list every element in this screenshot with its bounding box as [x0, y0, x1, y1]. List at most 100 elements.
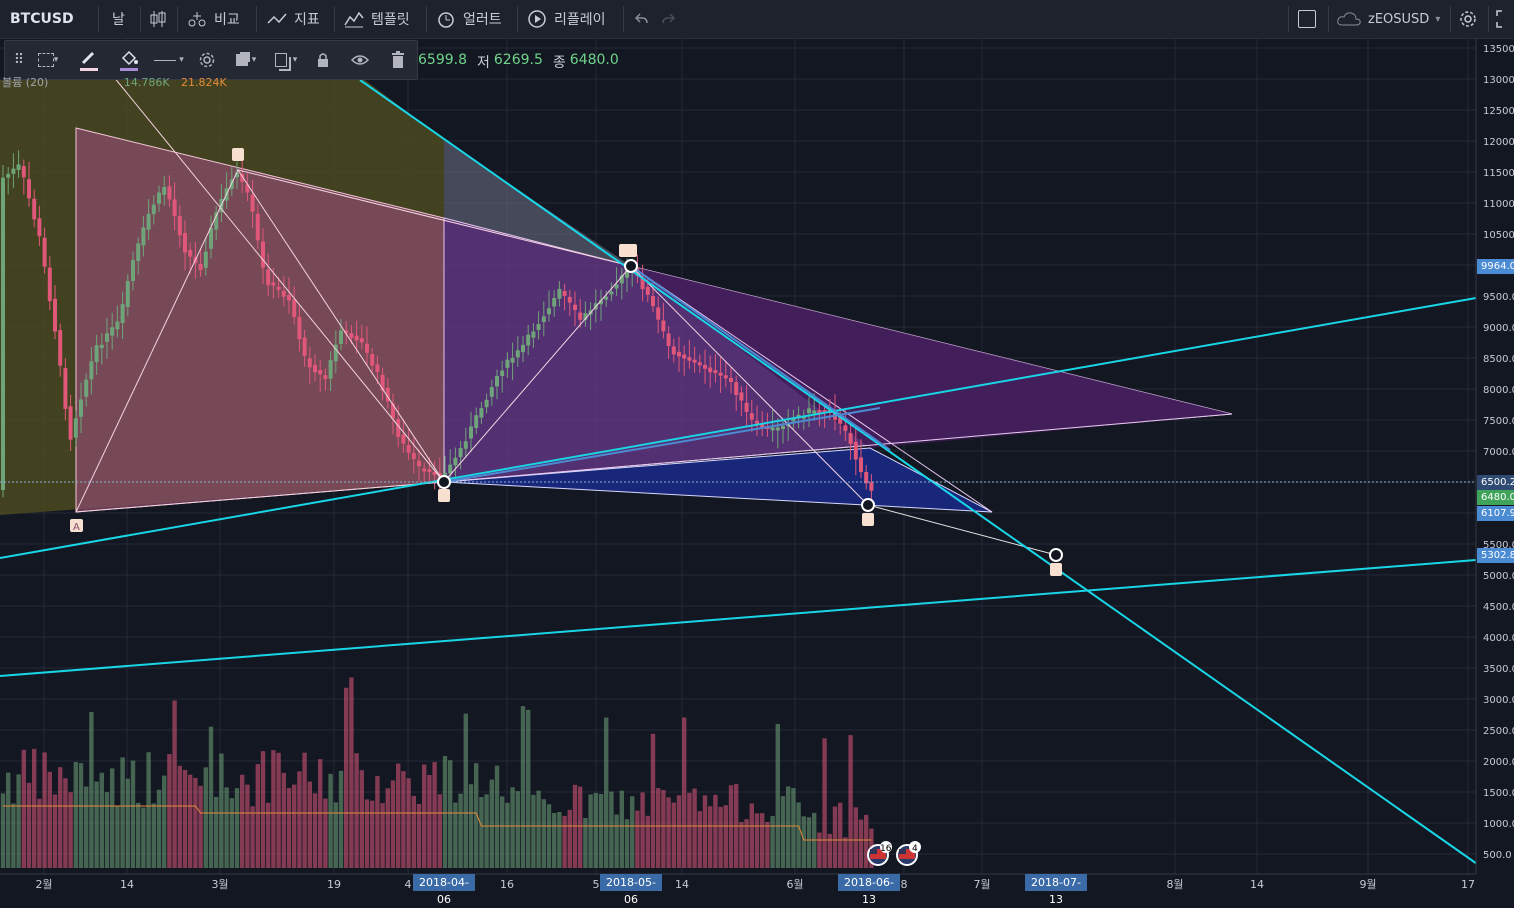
anchor-point-b[interactable]: [437, 475, 451, 489]
pattern-diagonal-3[interactable]: [99, 59, 445, 483]
layout-button[interactable]: [1298, 0, 1316, 38]
chevron-down-icon: ▾: [1435, 13, 1441, 25]
layout-square-icon: [1298, 10, 1316, 28]
compare-label: 비교: [214, 12, 240, 28]
trendline-blue-inner[interactable]: [443, 407, 881, 483]
settings-button[interactable]: [1458, 0, 1478, 38]
point-label-c: [619, 244, 637, 257]
time-tick-label: 16: [500, 878, 514, 891]
drawing-toolbar: ⠿ ▾ ▾ ▾ ▾: [4, 40, 418, 80]
clone-button[interactable]: ▾: [267, 41, 305, 79]
compare-symbol-button[interactable]: zEOSUSD ▾: [1336, 0, 1440, 38]
select-mode-button[interactable]: ▾: [29, 41, 67, 79]
redo-button[interactable]: [660, 0, 678, 38]
line-color-button[interactable]: [71, 41, 107, 79]
time-axis-ticks: 2월 14 3월 19 4 16 5 14 6월 8 7월 8월 14 9월 17: [35, 878, 1475, 891]
templates-button[interactable]: 템플릿: [343, 0, 410, 38]
triangle-edge-line[interactable]: [443, 413, 1233, 483]
fullscreen-icon: [1496, 10, 1502, 28]
trendline-cyan-lower[interactable]: [0, 559, 1477, 677]
price-tick-label: 7500.0: [1483, 416, 1514, 427]
alert-button[interactable]: 얼러트: [435, 0, 502, 38]
close-value: 6480.0: [569, 52, 619, 68]
copy-icon: [274, 53, 287, 67]
time-tick-label: 14: [120, 878, 134, 891]
settings-icon: [1460, 11, 1476, 27]
svg-text:16: 16: [880, 844, 892, 854]
point-label-a-box: [70, 519, 83, 532]
time-tick-label: 17: [1461, 878, 1475, 891]
replay-button[interactable]: 리플레이: [526, 0, 606, 38]
high-value: 6599.8: [418, 52, 467, 68]
compare-button[interactable]: 비교: [186, 0, 240, 38]
cloud-icon: [1337, 12, 1361, 26]
anchor-point-d[interactable]: [861, 498, 875, 512]
anchor-point-e[interactable]: [1049, 548, 1063, 562]
chart-type-button[interactable]: [148, 0, 168, 38]
anchor-point-c[interactable]: [624, 259, 638, 273]
layers-icon: [235, 54, 248, 66]
event-flag-2[interactable]: 4: [896, 841, 921, 866]
visual-order-button[interactable]: ▾: [227, 41, 265, 79]
line-style-button[interactable]: ▾: [149, 41, 189, 79]
trendline-cyan-upper[interactable]: [359, 79, 1481, 867]
ohlc-legend: 6599.8 저 6269.5 종 6480.0: [418, 52, 619, 72]
time-axis[interactable]: [0, 874, 1476, 898]
price-tick-label: 7000.0: [1483, 447, 1514, 458]
eye-icon: [351, 55, 369, 65]
price-tick-label: 12000.0: [1483, 137, 1514, 148]
lock-button[interactable]: [307, 41, 339, 79]
pattern-diagonal-1[interactable]: [75, 481, 445, 513]
undo-icon: [634, 13, 648, 24]
trendline-blue-down[interactable]: [630, 265, 891, 451]
time-tick-label: 9월: [1359, 878, 1376, 891]
point-label-b: [438, 489, 450, 502]
symbol-name[interactable]: BTCUSD: [10, 11, 74, 27]
price-tick-label: 11500.0: [1483, 168, 1514, 179]
undo-button[interactable]: [632, 0, 650, 38]
drag-handle[interactable]: ⠿: [13, 41, 25, 79]
price-tick-label: 500.0: [1483, 850, 1512, 861]
fill-color-button[interactable]: [111, 41, 147, 79]
price-tick-label: 9500.0: [1483, 292, 1514, 303]
price-tick-label: 4500.0: [1483, 602, 1514, 613]
delete-button[interactable]: [381, 41, 415, 79]
chevron-down-icon: ▾: [251, 55, 257, 65]
violet-triangle-drawing[interactable]: [631, 266, 1232, 448]
compare-symbol-label: zEOSUSD: [1368, 11, 1430, 27]
interval-button[interactable]: 날: [112, 0, 125, 38]
close-label: 종: [552, 55, 566, 71]
price-axis[interactable]: [1476, 38, 1514, 874]
point-label-x: [232, 148, 244, 161]
symbol-search[interactable]: BTCUSD: [10, 0, 74, 38]
top-toolbar: BTCUSD 날 비교 지표 템플릿 얼러트 리플레이: [0, 0, 1514, 39]
event-flag-1[interactable]: 16: [867, 841, 892, 866]
price-tick-label: 5500.0: [1483, 540, 1514, 551]
price-tick-label: 13500.0: [1483, 44, 1514, 55]
drawing-settings-button[interactable]: [191, 41, 223, 79]
trash-icon: [392, 51, 404, 68]
time-tick-label: 8: [901, 878, 908, 891]
price-tick-label: 4000.0: [1483, 633, 1514, 644]
fullscreen-button[interactable]: [1496, 0, 1512, 38]
price-tick-label: 13000.0: [1483, 75, 1514, 86]
line-style-icon: [154, 59, 177, 61]
price-tick-label: 3500.0: [1483, 664, 1514, 675]
time-tick-label: 3월: [211, 878, 228, 891]
price-tag-current: 6500.2: [1477, 475, 1514, 490]
point-label-e: [1050, 563, 1062, 576]
price-tick-label: 8500.0: [1483, 354, 1514, 365]
volume-legend[interactable]: 볼륨 (20) 14.786K 21.824K: [2, 74, 227, 90]
price-axis-ticks: 13500.0 13000.0 12500.0 12000.0 11500.0 11000…: [1483, 44, 1514, 861]
price-tag-e: 5302.8: [1477, 548, 1514, 563]
pattern-diagonal-2[interactable]: [237, 169, 632, 267]
trendline-cyan-support[interactable]: [0, 297, 1477, 559]
date-tag-3: 2018-06-13: [838, 874, 900, 906]
templates-label: 템플릿: [371, 12, 410, 28]
visibility-button[interactable]: [343, 41, 377, 79]
lock-icon: [318, 53, 328, 67]
price-tick-label: 9000.0: [1483, 323, 1514, 334]
triangle-edge-line-2[interactable]: [630, 265, 993, 513]
indicators-button[interactable]: 지표: [266, 0, 320, 38]
